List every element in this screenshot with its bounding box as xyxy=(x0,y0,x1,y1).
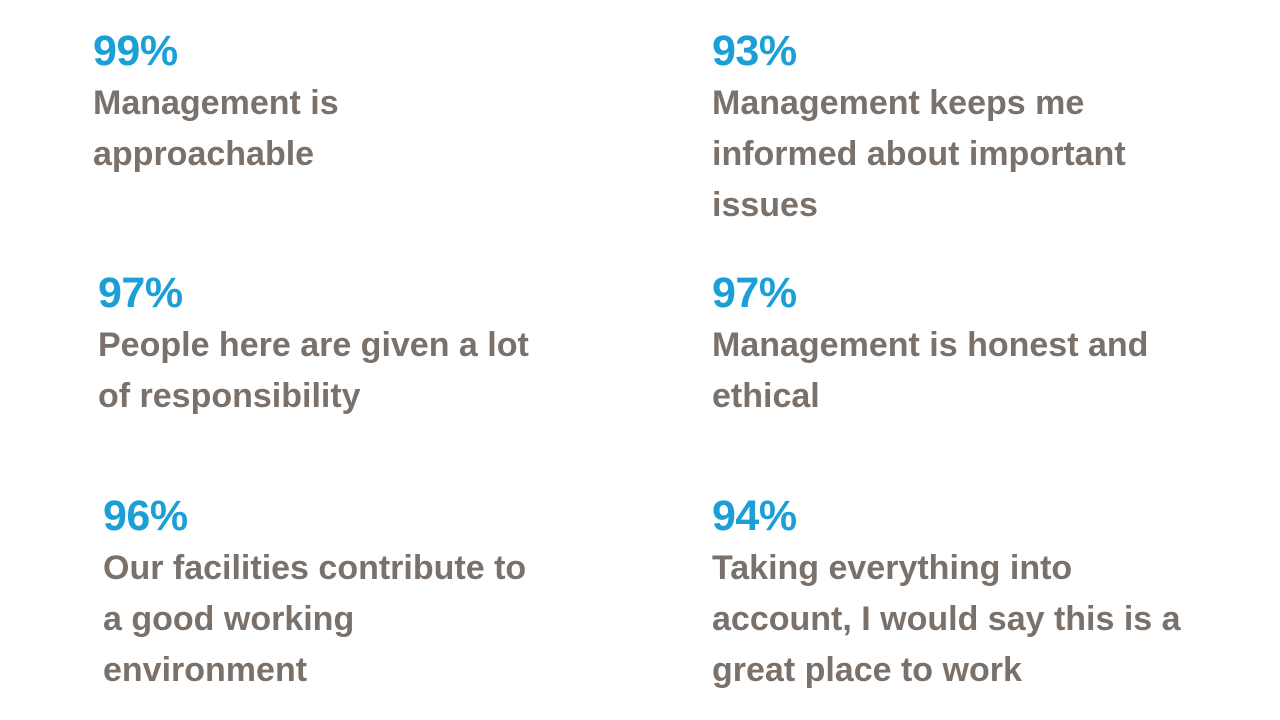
stat-given-responsibility: 97% People here are given a lot of respo… xyxy=(98,268,529,422)
stat-percent: 99% xyxy=(93,27,178,75)
stat-description-line: a good working xyxy=(103,600,355,638)
stat-management-approachable: 99% Management is approachable xyxy=(93,26,339,180)
stat-description-line: great place to work xyxy=(712,651,1022,689)
stat-description: Taking everything into account, I would … xyxy=(712,543,1181,696)
stat-description-line: approachable xyxy=(93,135,315,173)
stat-description-line: ethical xyxy=(712,377,820,415)
stat-description-line: account, I would say this is a xyxy=(712,600,1181,638)
stat-description-line: Taking everything into xyxy=(712,549,1073,587)
stat-description-line: environment xyxy=(103,651,308,689)
stat-facilities-good-environment: 96% Our facilities contribute to a good … xyxy=(103,491,526,696)
stat-percent: 97% xyxy=(98,269,183,317)
stat-percent: 94% xyxy=(712,492,797,540)
stat-percent: 93% xyxy=(712,27,797,75)
stat-description-line: issues xyxy=(712,186,818,224)
stat-description-line: Management is xyxy=(93,84,339,122)
stat-management-keeps-informed: 93% Management keeps me informed about i… xyxy=(712,26,1126,231)
stat-description: Management is honest and ethical xyxy=(712,320,1148,422)
stat-description-line: informed about important xyxy=(712,135,1126,173)
stat-description: Our facilities contribute to a good work… xyxy=(103,543,526,696)
stat-description-line: of responsibility xyxy=(98,377,361,415)
stat-description: People here are given a lot of responsib… xyxy=(98,320,529,422)
stat-description-line: Our facilities contribute to xyxy=(103,549,527,587)
stat-percent: 96% xyxy=(103,492,188,540)
stat-management-honest-ethical: 97% Management is honest and ethical xyxy=(712,268,1148,422)
stat-great-place-to-work: 94% Taking everything into account, I wo… xyxy=(712,491,1181,696)
stat-description-line: Management keeps me xyxy=(712,84,1085,122)
stat-description-line: People here are given a lot xyxy=(98,326,529,364)
stat-description: Management keeps me informed about impor… xyxy=(712,78,1126,231)
stat-description-line: Management is honest and xyxy=(712,326,1149,364)
stat-percent: 97% xyxy=(712,269,797,317)
stat-description: Management is approachable xyxy=(93,78,339,180)
